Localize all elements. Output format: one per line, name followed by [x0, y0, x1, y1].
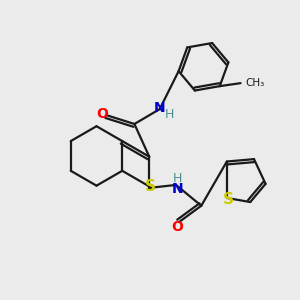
Text: CH₃: CH₃ — [245, 78, 264, 88]
Text: N: N — [172, 182, 183, 197]
Text: O: O — [172, 220, 183, 234]
Text: N: N — [154, 100, 166, 115]
Text: H: H — [173, 172, 182, 185]
Text: O: O — [96, 106, 108, 121]
Text: S: S — [145, 179, 156, 194]
Text: H: H — [164, 108, 174, 121]
Text: S: S — [223, 192, 234, 207]
